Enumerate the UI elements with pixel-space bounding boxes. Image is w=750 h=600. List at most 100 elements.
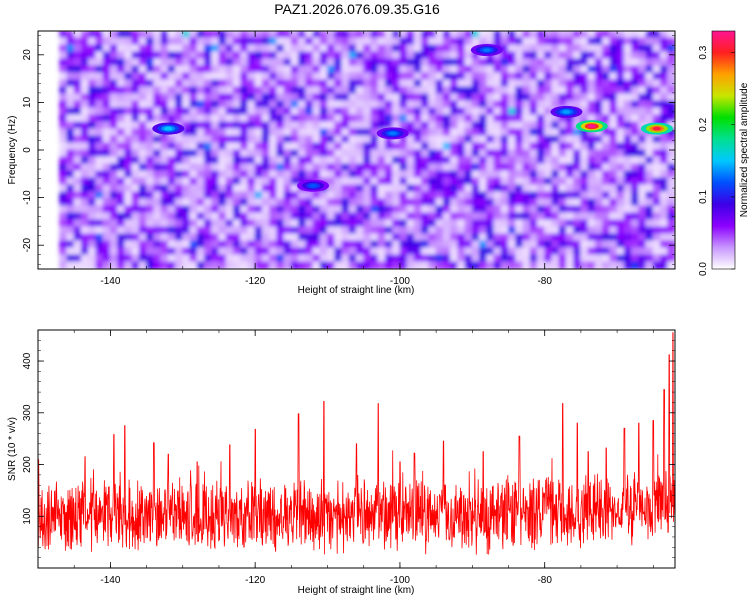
- heatmap-cell: [529, 93, 539, 102]
- heatmap-cell: [348, 240, 358, 249]
- heatmap-cell: [66, 93, 76, 102]
- heatmap-cell: [428, 198, 438, 207]
- heatmap-cell: [348, 128, 358, 137]
- heatmap-cell: [580, 93, 590, 102]
- heatmap-cell: [88, 247, 97, 256]
- heatmap-cell: [305, 212, 314, 221]
- heatmap-cell: [146, 107, 155, 116]
- heatmap-cell: [645, 114, 655, 123]
- heatmap-cell: [203, 198, 213, 207]
- heatmap-cell: [189, 135, 199, 144]
- heatmap-cell: [479, 240, 488, 249]
- heatmap-cell: [522, 72, 532, 81]
- heatmap-cell: [124, 51, 134, 60]
- heatmap-cell: [283, 128, 293, 137]
- heatmap-cell: [232, 135, 242, 144]
- heatmap-cell: [652, 226, 662, 235]
- heatmap-cell: [196, 100, 206, 109]
- heatmap-cell: [486, 135, 495, 144]
- heatmap-cell: [565, 212, 575, 221]
- heatmap-cell: [631, 233, 640, 242]
- heatmap-cell: [59, 135, 68, 144]
- heatmap-cell: [413, 37, 423, 46]
- heatmap-cell: [580, 149, 590, 158]
- heatmap-cell: [312, 142, 322, 151]
- heatmap-cell: [341, 86, 351, 95]
- heatmap-cell: [290, 72, 300, 81]
- heatmap-cell: [565, 44, 575, 53]
- heatmap-cell: [138, 170, 148, 179]
- heatmap-cell: [131, 233, 141, 242]
- heatmap-cell: [261, 79, 271, 88]
- heatmap-cell: [319, 93, 329, 102]
- heatmap-cell: [138, 261, 148, 269]
- heatmap-cell: [645, 233, 655, 242]
- heatmap-cell: [59, 79, 68, 88]
- heatmap-cell: [276, 198, 286, 207]
- heatmap-cell: [479, 107, 488, 116]
- heatmap-cell: [558, 163, 568, 172]
- heatmap-cell: [667, 177, 675, 186]
- heatmap-cell: [146, 93, 155, 102]
- heatmap-cell: [225, 44, 235, 53]
- heatmap-cell: [486, 163, 495, 172]
- heatmap-cell: [305, 58, 314, 67]
- heatmap-cell: [196, 128, 206, 137]
- heatmap-cell: [348, 156, 358, 165]
- heatmap-cell: [196, 156, 206, 165]
- heatmap-cell: [609, 163, 618, 172]
- heatmap-cell: [196, 44, 206, 53]
- heatmap-cell: [269, 170, 278, 179]
- heatmap-cell: [594, 114, 604, 123]
- heatmap-cell: [218, 31, 228, 39]
- heatmap-cell: [660, 65, 669, 74]
- heatmap-cell: [88, 240, 97, 249]
- heatmap-cell: [312, 37, 322, 46]
- heatmap-cell: [117, 205, 126, 214]
- heatmap-cell: [254, 135, 264, 144]
- heatmap-cell: [80, 79, 90, 88]
- heatmap-cell: [399, 58, 409, 67]
- heatmap-cell: [406, 205, 416, 214]
- heatmap-cell: [638, 121, 647, 130]
- heatmap-cell: [225, 128, 235, 137]
- heatmap-cell: [175, 142, 184, 151]
- heatmap-cell: [623, 72, 633, 81]
- heatmap-cell: [356, 37, 365, 46]
- heatmap-cell: [442, 261, 452, 269]
- heatmap-cell: [500, 44, 510, 53]
- heatmap-cell: [435, 37, 445, 46]
- heatmap-cell: [283, 121, 293, 130]
- heatmap-cell: [580, 58, 590, 67]
- heatmap-cell: [189, 170, 199, 179]
- heatmap-cell: [667, 114, 675, 123]
- heatmap-cell: [218, 142, 228, 151]
- y-tick-label: 300: [22, 404, 33, 421]
- heatmap-cell: [160, 177, 170, 186]
- heatmap-cell: [594, 163, 604, 172]
- heatmap-cell: [269, 128, 278, 137]
- heatmap-cell: [493, 163, 503, 172]
- heatmap-cell: [305, 135, 314, 144]
- heatmap-cell: [471, 37, 481, 46]
- heatmap-cell: [406, 198, 416, 207]
- heatmap-cell: [146, 233, 155, 242]
- heatmap-cell: [406, 261, 416, 269]
- heatmap-cell: [269, 37, 278, 46]
- heatmap-cell: [254, 177, 264, 186]
- heatmap-cell: [80, 156, 90, 165]
- heatmap-cell: [392, 114, 401, 123]
- heatmap-cell: [464, 261, 474, 269]
- heatmap-cell: [167, 205, 177, 214]
- heatmap-cell: [609, 100, 618, 109]
- heatmap-cell: [384, 121, 394, 130]
- heatmap-cell: [254, 219, 264, 228]
- heatmap-cell: [536, 205, 546, 214]
- heatmap-cell: [138, 226, 148, 235]
- heatmap-cell: [341, 254, 351, 263]
- heatmap-cell: [59, 51, 68, 60]
- heatmap-cell: [413, 184, 423, 193]
- heatmap-cell: [536, 240, 546, 249]
- heatmap-cell: [146, 198, 155, 207]
- heatmap-cell: [529, 170, 539, 179]
